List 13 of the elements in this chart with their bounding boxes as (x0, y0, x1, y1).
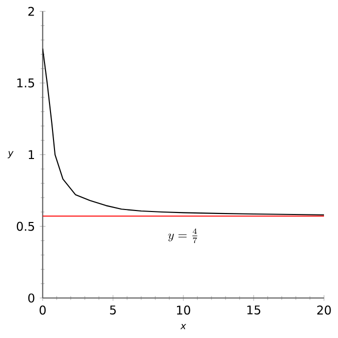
x-tick-label: 15 (247, 306, 260, 314)
x-axis-title: x (180, 324, 186, 330)
x-tick-label: 20 (317, 306, 331, 315)
x-tick-label: 10 (177, 306, 190, 315)
y-tick-label: 1.5 (17, 78, 34, 88)
ref-line-label: $y=\frac{4}{7}$ (168, 228, 198, 244)
x-tick-label: 5 (110, 306, 116, 314)
y-tick-label: 0 (28, 293, 34, 303)
y-tick-label: 0.5 (16, 222, 34, 231)
y-tick-label: 1 (28, 150, 34, 160)
y-tick-label: 2 (28, 6, 34, 16)
x-tick-label: 0 (40, 306, 46, 315)
y-axis-title: y (8, 151, 14, 158)
